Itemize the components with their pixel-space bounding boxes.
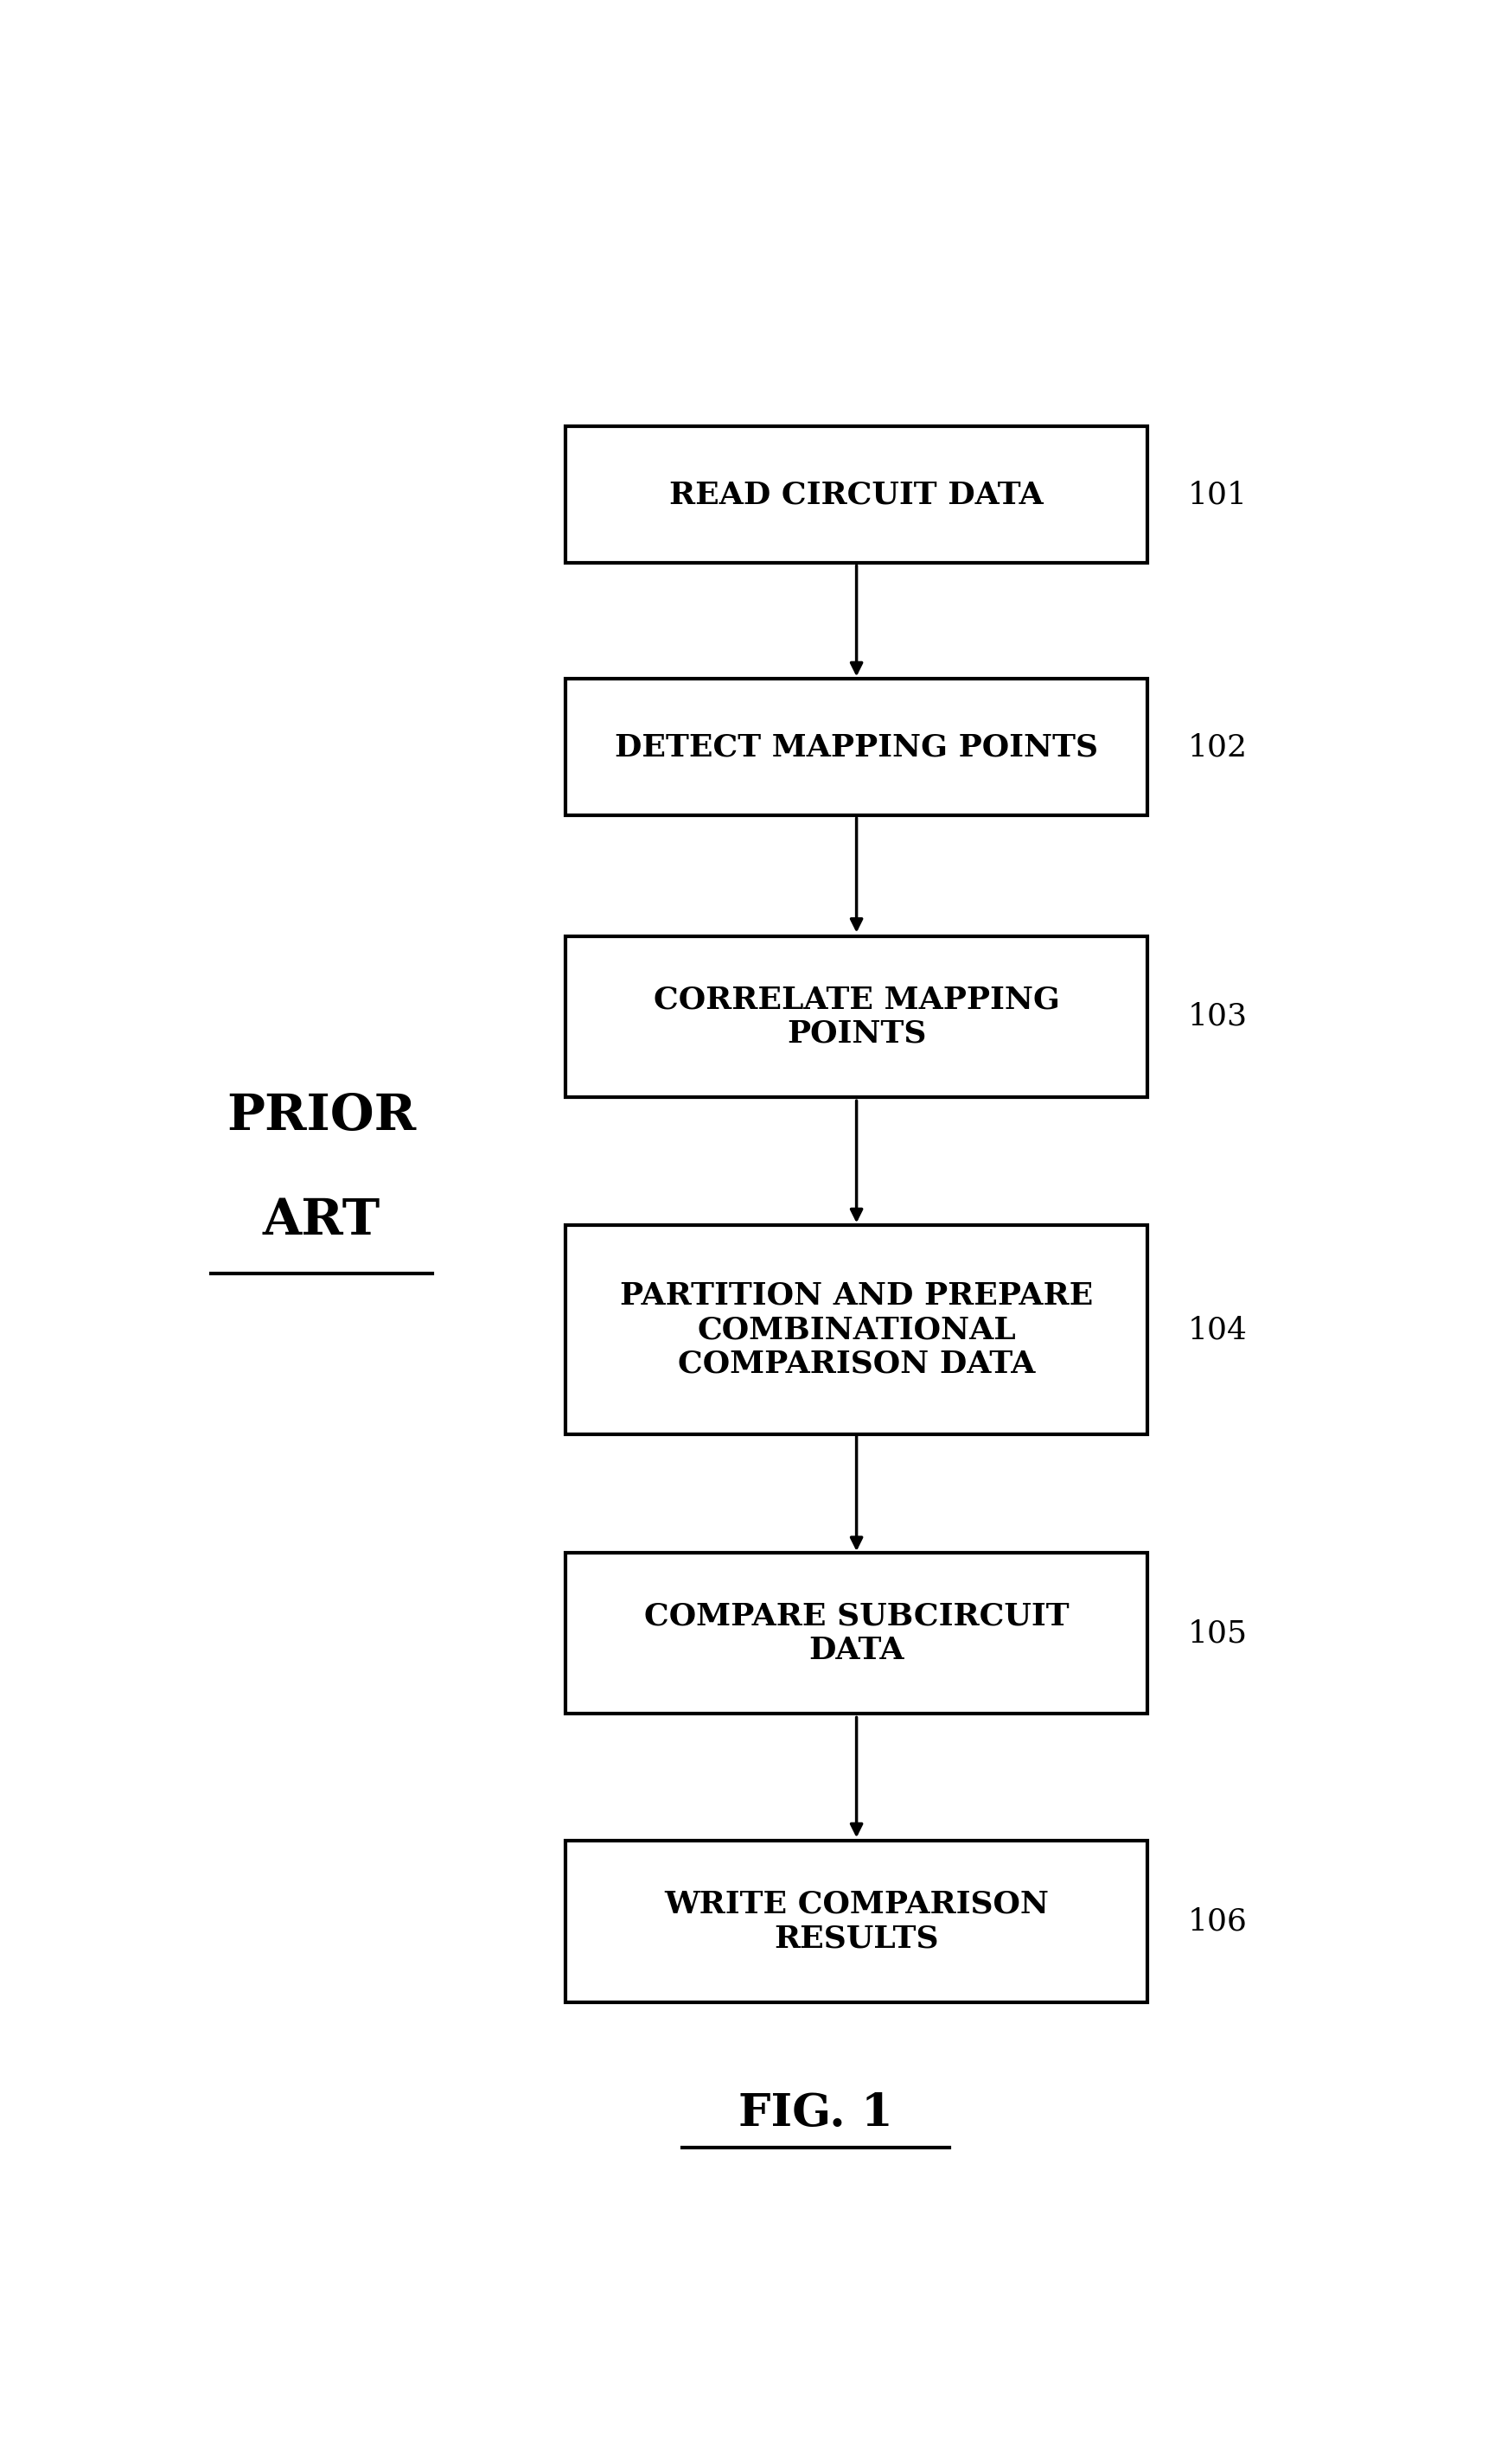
Bar <box>566 1552 1147 1715</box>
Bar <box>566 680 1147 816</box>
Text: 104: 104 <box>1189 1316 1247 1345</box>
Text: CORRELATE MAPPING
POINTS: CORRELATE MAPPING POINTS <box>653 986 1060 1047</box>
Text: 106: 106 <box>1189 1907 1247 1937</box>
Text: WRITE COMPARISON
RESULTS: WRITE COMPARISON RESULTS <box>663 1890 1049 1954</box>
Text: DETECT MAPPING POINTS: DETECT MAPPING POINTS <box>615 732 1099 761</box>
Text: PARTITION AND PREPARE
COMBINATIONAL
COMPARISON DATA: PARTITION AND PREPARE COMBINATIONAL COMP… <box>620 1281 1093 1377</box>
Text: 103: 103 <box>1189 1003 1247 1032</box>
Text: READ CIRCUIT DATA: READ CIRCUIT DATA <box>669 480 1043 510</box>
Bar <box>566 426 1147 564</box>
Text: COMPARE SUBCIRCUIT
DATA: COMPARE SUBCIRCUIT DATA <box>644 1602 1069 1666</box>
Bar <box>566 1841 1147 2003</box>
Bar <box>566 936 1147 1096</box>
Bar <box>566 1225 1147 1434</box>
Text: FIG. 1: FIG. 1 <box>738 2092 893 2136</box>
Text: PRIOR: PRIOR <box>227 1092 416 1141</box>
Text: 102: 102 <box>1189 732 1247 761</box>
Text: 101: 101 <box>1189 480 1247 510</box>
Text: ART: ART <box>263 1198 380 1244</box>
Text: 105: 105 <box>1189 1619 1247 1648</box>
